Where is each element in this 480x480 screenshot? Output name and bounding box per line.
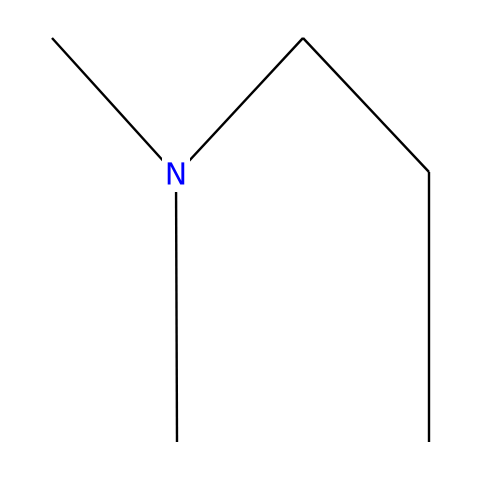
bond-1-2: [174, 188, 179, 443]
nitrogen-label-background: [162, 158, 190, 192]
bond-1-3: [184, 37, 304, 166]
bond-layer: [51, 37, 431, 443]
bond-0-1: [51, 37, 168, 166]
atom-layer: N: [162, 158, 190, 193]
nitrogen-atom-label: N: [165, 158, 187, 193]
bond-3-4: [302, 37, 430, 173]
